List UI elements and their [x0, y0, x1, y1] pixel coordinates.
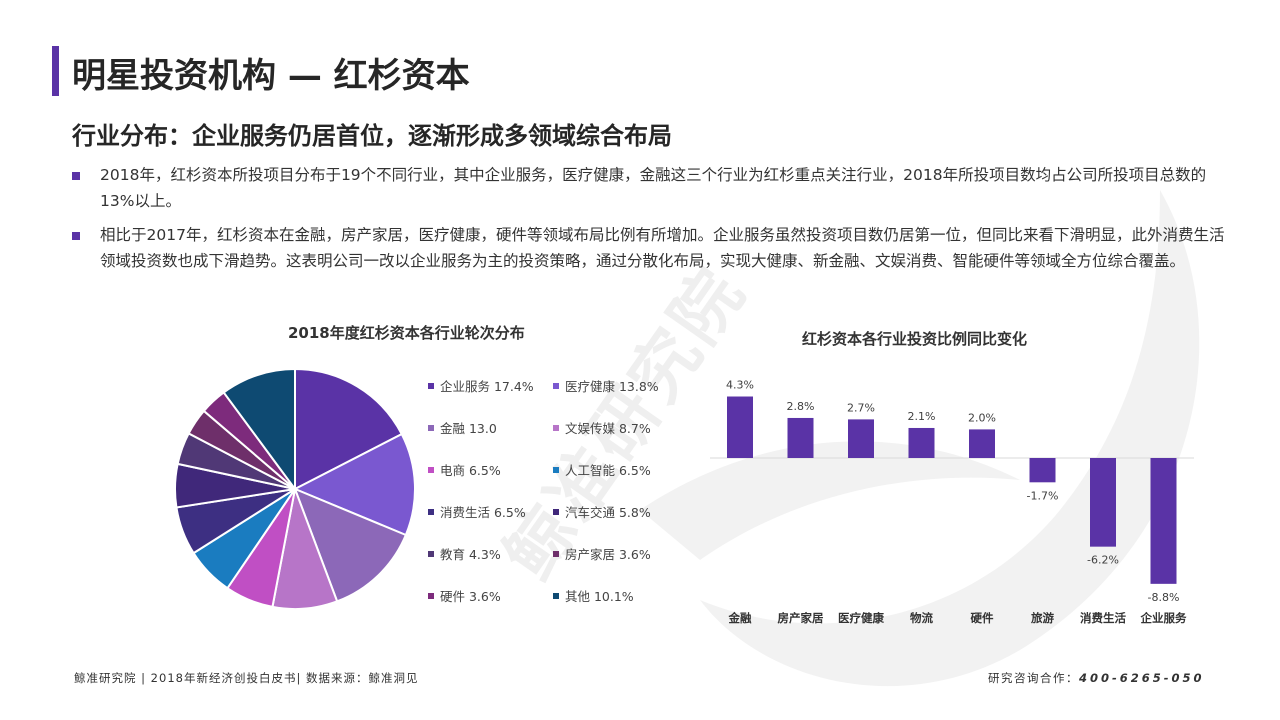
legend-swatch — [553, 592, 559, 599]
bullet-item: 相比于2017年，红杉资本在金融，房产家居，医疗健康，硬件等领域布局比例有所增加… — [72, 222, 1232, 274]
bullet-marker-icon — [72, 172, 80, 180]
legend-label: 医疗健康 13.8% — [565, 379, 659, 394]
title-accent-bar — [52, 46, 59, 96]
page-title: 明星投资机构 — 红杉资本 — [72, 56, 470, 96]
bar-1 — [787, 417, 814, 458]
legend-label: 文娱传媒 8.7% — [565, 421, 651, 436]
page-subtitle: 行业分布：企业服务仍居首位，逐渐形成多领域综合布局 — [72, 122, 672, 150]
legend-label: 硬件 3.6% — [440, 589, 501, 604]
legend-item: 教育 4.3% — [428, 544, 553, 563]
bullet-marker-icon — [72, 232, 80, 240]
legend-label: 企业服务 17.4% — [440, 379, 534, 394]
legend-item: 企业服务 17.4% — [428, 376, 553, 395]
pie-chart — [174, 367, 416, 610]
bar-0 — [727, 396, 753, 458]
legend-swatch — [428, 508, 434, 515]
bar-category-label: 物流 — [910, 611, 933, 625]
legend-item: 人工智能 6.5% — [553, 460, 678, 479]
bar-value-label: 4.3% — [726, 379, 754, 392]
bar-value-label: -6.2% — [1087, 554, 1119, 567]
legend-swatch — [553, 466, 559, 473]
legend-swatch — [553, 508, 559, 515]
legend-swatch — [428, 466, 434, 473]
bullet-item: 2018年，红杉资本所投项目分布于19个不同行业，其中企业服务，医疗健康，金融这… — [72, 162, 1232, 214]
legend-swatch — [428, 424, 434, 431]
bar-chart-title: 红杉资本各行业投资比例同比变化 — [802, 330, 1028, 348]
legend-label: 电商 6.5% — [440, 463, 501, 478]
footer-contact: 研究咨询合作：400-6265-050 — [988, 670, 1205, 686]
legend-label: 金融 13.0 — [440, 421, 497, 436]
legend-swatch — [553, 424, 559, 431]
pie-chart-title: 2018年度红杉资本各行业轮次分布 — [288, 324, 525, 342]
legend-swatch — [428, 592, 434, 599]
bar-value-label: -8.8% — [1148, 591, 1180, 604]
bar-7 — [1150, 458, 1177, 584]
legend-item: 文娱传媒 8.7% — [553, 418, 678, 437]
bar-category-label: 医疗健康 — [838, 611, 884, 625]
legend-swatch — [428, 382, 434, 389]
bar-chart: 4.3% 金融 2.8% 房产家居 2.7% 医疗健康 2.1% 物流 2.0% 硬件 -1.7% 旅… — [710, 379, 1194, 625]
bullet-list: 2018年，红杉资本所投项目分布于19个不同行业，其中企业服务，医疗健康，金融这… — [72, 162, 1232, 282]
pie-slice-0 — [294, 367, 404, 491]
legend-label: 房产家居 3.6% — [565, 547, 651, 562]
bar-category-label: 房产家居 — [778, 611, 824, 625]
legend-swatch — [428, 550, 434, 557]
bar-2 — [848, 419, 874, 458]
legend-label: 教育 4.3% — [440, 547, 501, 562]
legend-label: 汽车交通 5.8% — [565, 505, 651, 520]
bullet-text: 2018年，红杉资本所投项目分布于19个不同行业，其中企业服务，医疗健康，金融这… — [100, 166, 1207, 210]
legend-label: 消费生活 6.5% — [440, 505, 526, 520]
legend-item: 医疗健康 13.8% — [553, 376, 678, 395]
legend-swatch — [553, 550, 559, 557]
legend-label: 人工智能 6.5% — [565, 463, 651, 478]
legend-label: 其他 10.1% — [565, 589, 634, 604]
pie-slice-11 — [222, 367, 296, 493]
pie-slice-2 — [293, 487, 408, 603]
legend-item: 金融 13.0 — [428, 418, 553, 437]
footer-contact-label: 研究咨询合作： — [988, 671, 1079, 685]
legend-item: 房产家居 3.6% — [553, 544, 678, 563]
bar-4 — [969, 429, 995, 458]
pie-legend: 企业服务 17.4% 医疗健康 13.8% 金融 13.0 文娱传媒 8.7% 电商 6… — [428, 376, 678, 605]
bar-value-label: 2.1% — [908, 410, 936, 423]
legend-item: 硬件 3.6% — [428, 586, 553, 605]
legend-item: 汽车交通 5.8% — [553, 502, 678, 521]
bar-value-label: 2.0% — [968, 411, 996, 424]
bullet-text: 相比于2017年，红杉资本在金融，房产家居，医疗健康，硬件等领域布局比例有所增加… — [100, 226, 1225, 270]
bar-value-label: 2.8% — [787, 400, 815, 413]
legend-item: 电商 6.5% — [428, 460, 553, 479]
legend-swatch — [553, 382, 559, 389]
pie-slice-1 — [292, 432, 416, 537]
bar-value-label: -1.7% — [1027, 489, 1059, 502]
bar-value-label: 2.7% — [847, 401, 875, 414]
legend-item: 消费生活 6.5% — [428, 502, 553, 521]
bar-category-label: 旅游 — [1031, 611, 1054, 625]
bar-6 — [1090, 458, 1116, 547]
footer-source: 鲸准研究院 | 2018年新经济创投白皮书| 数据来源：鲸准洞见 — [74, 671, 419, 685]
bar-category-label: 金融 — [728, 611, 752, 625]
legend-item: 其他 10.1% — [553, 586, 678, 605]
bar-5 — [1029, 458, 1056, 483]
bar-category-label: 消费生活 — [1080, 611, 1126, 625]
bar-category-label: 硬件 — [971, 611, 994, 625]
bar-category-label: 企业服务 — [1140, 611, 1187, 625]
footer-phone: 400-6265-050 — [1079, 671, 1205, 685]
bar-3 — [908, 427, 935, 458]
